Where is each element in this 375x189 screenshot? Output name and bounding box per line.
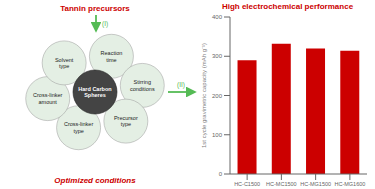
svg-text:Reactiontime: Reactiontime [101, 50, 123, 63]
svg-text:HC-MC1500: HC-MC1500 [266, 181, 297, 187]
svg-text:Cross-linkertype: Cross-linkertype [64, 121, 94, 134]
svg-text:Tannin precursors: Tannin precursors [60, 4, 130, 13]
svg-text:300: 300 [212, 53, 223, 59]
svg-text:Solventtype: Solventtype [55, 57, 74, 70]
svg-text:Optimized conditions: Optimized conditions [54, 176, 136, 185]
svg-text:0: 0 [219, 171, 223, 177]
svg-text:Precursortype: Precursortype [114, 115, 138, 128]
svg-text:Cross-linkeramount: Cross-linkeramount [33, 92, 63, 105]
svg-text:Hard CarbonSpheres: Hard CarbonSpheres [78, 86, 112, 99]
html-text:High electrochemical performan: High electrochemical performance [221, 2, 354, 11]
svg-text:200: 200 [212, 93, 223, 99]
svg-text:HC-MG1600: HC-MG1600 [334, 181, 365, 187]
svg-text:400: 400 [212, 14, 223, 20]
svg-text:HC-MG1500: HC-MG1500 [300, 181, 331, 187]
svg-text:1st cycle gravimetric capacity: 1st cycle gravimetric capacity (mAh g⁻¹) [201, 43, 207, 148]
svg-text:HC-C1500: HC-C1500 [234, 181, 260, 187]
svg-text:100: 100 [212, 132, 223, 138]
svg-text:(II): (II) [177, 81, 185, 89]
svg-text:Stirringconditions: Stirringconditions [130, 79, 155, 92]
svg-text:(I): (I) [102, 20, 108, 28]
